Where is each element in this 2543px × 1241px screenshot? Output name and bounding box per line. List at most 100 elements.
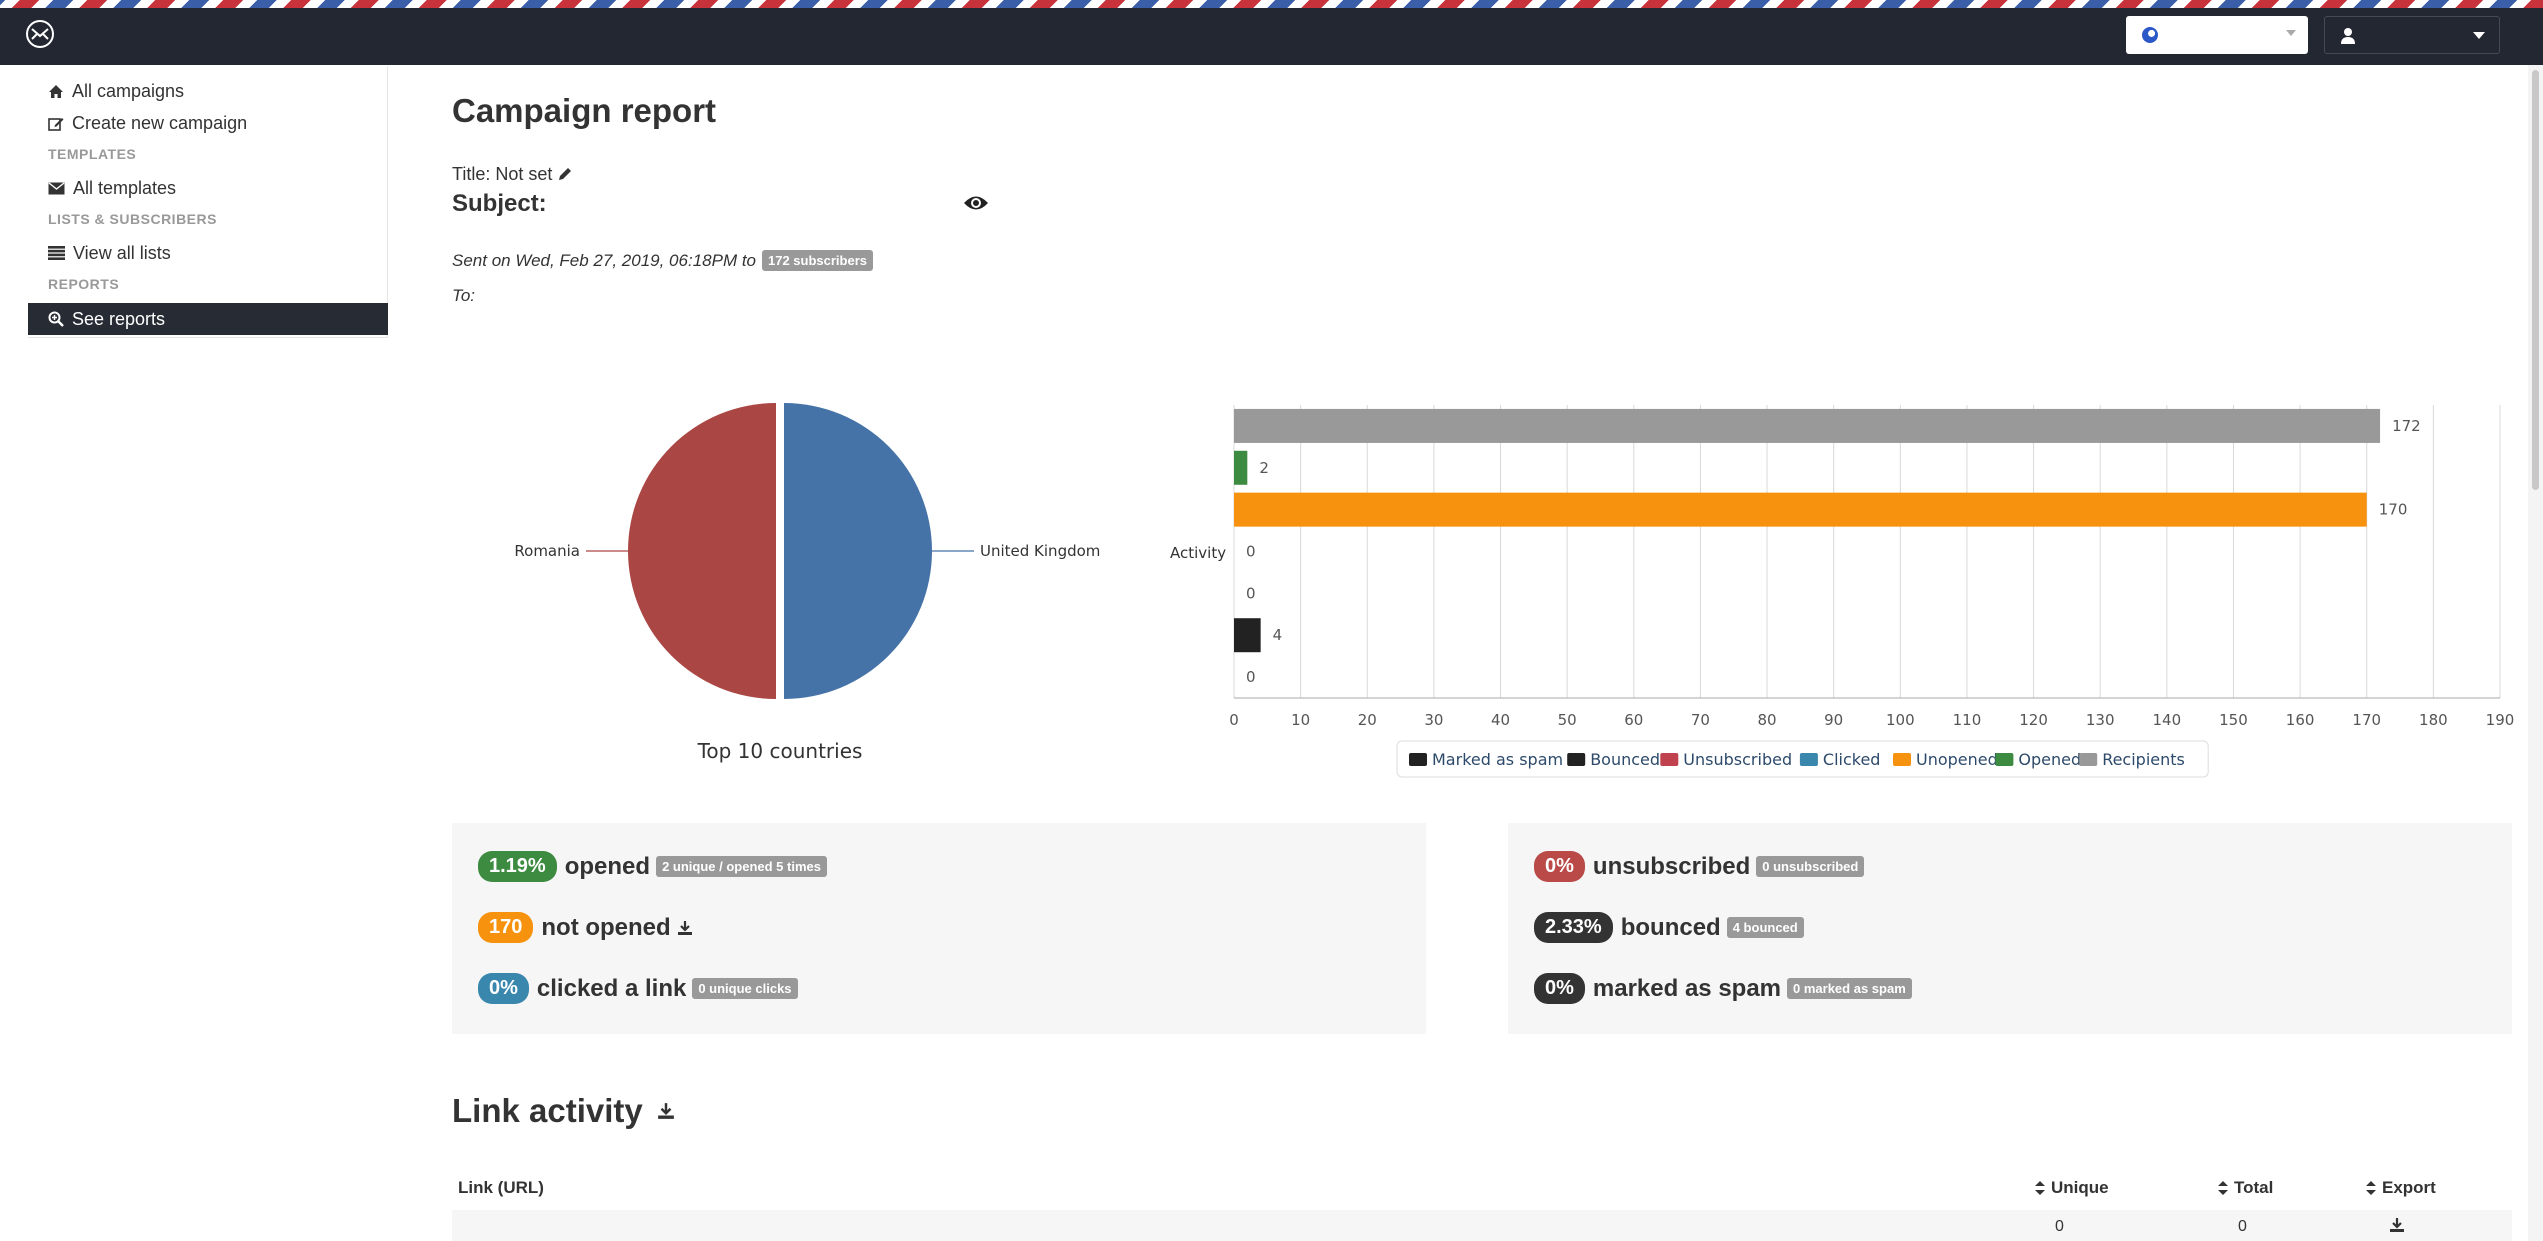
not-opened-label: not opened [541, 913, 671, 941]
globe-icon [2142, 27, 2158, 43]
pie-slice[interactable] [784, 403, 932, 699]
bounced-label: bounced [1620, 913, 1721, 941]
sidebar-header-lists: LISTS & SUBSCRIBERS [48, 211, 217, 227]
download-icon[interactable] [677, 920, 693, 936]
sidebar-item-see-reports[interactable]: See reports [28, 303, 388, 335]
x-tick-label: 120 [2019, 711, 2048, 729]
pie-slice[interactable] [628, 403, 776, 699]
column-header-export[interactable]: Export [2366, 1178, 2436, 1198]
x-tick-label: 150 [2219, 711, 2248, 729]
eye-icon[interactable] [963, 194, 989, 212]
x-tick-label: 40 [1491, 711, 1510, 729]
bounced-badge: 4 bounced [1726, 917, 1804, 938]
spam-badge: 0 marked as spam [1787, 978, 1912, 999]
to-recipients: To: [452, 286, 476, 305]
legend-item[interactable]: Clicked [1823, 750, 1881, 769]
scrollbar-thumb[interactable] [2532, 70, 2539, 490]
table-row: 0 0 [452, 1210, 2512, 1241]
sidebar-item-label: See reports [72, 308, 166, 329]
legend-item[interactable]: Unsubscribed [1683, 750, 1792, 769]
opened-badge: 2 unique / opened 5 times [656, 856, 827, 877]
x-tick-label: 160 [2286, 711, 2315, 729]
user-icon [2341, 28, 2355, 44]
bar-recipients[interactable] [1234, 408, 2381, 443]
unsubscribed-badge: 0 unsubscribed [1756, 856, 1865, 877]
x-tick-label: 140 [2153, 711, 2182, 729]
campaign-title: Title: Not set [452, 164, 572, 185]
legend-swatch [1893, 753, 1911, 766]
envelope-icon [48, 181, 65, 194]
sidebar-item-label: Create new campaign [72, 112, 248, 133]
x-tick-label: 100 [1886, 711, 1915, 729]
bar-unopened[interactable] [1234, 492, 2367, 527]
bar-value-label: 0 [1246, 543, 1256, 561]
download-icon[interactable] [2389, 1217, 2405, 1233]
search-icon [48, 311, 64, 327]
clicked-badge: 0 unique clicks [692, 978, 798, 999]
sidebar-item-label: All campaigns [72, 80, 185, 101]
link-activity-heading: Link activity [452, 1092, 675, 1130]
legend-item[interactable]: Recipients [2102, 750, 2185, 769]
sidebar-item-all-campaigns[interactable]: All campaigns [28, 75, 388, 107]
clicked-rate-pill: 0% [478, 973, 529, 1004]
legend-item[interactable]: Bounced [1590, 750, 1660, 769]
stat-opened: 1.19% opened 2 unique / opened 5 times [478, 851, 827, 882]
bounced-rate-pill: 2.33% [1534, 912, 1613, 943]
top-navbar [0, 0, 2543, 65]
pie-chart-title: Top 10 countries [697, 739, 863, 763]
spam-rate-pill: 0% [1534, 973, 1585, 1004]
total-count-cell: 0 [2238, 1218, 2247, 1235]
x-tick-label: 130 [2086, 711, 2115, 729]
bar-value-label: 0 [1246, 584, 1256, 602]
bar-value-label: 2 [1259, 459, 1269, 477]
download-icon[interactable] [657, 1102, 675, 1120]
pie-slice-label: United Kingdom [980, 542, 1100, 560]
sort-icon [2218, 1181, 2228, 1195]
sidebar-item-label: All templates [73, 177, 177, 198]
pie-slice-label: Romania [514, 542, 580, 560]
sidebar-item-label: View all lists [73, 242, 171, 263]
clicked-label: clicked a link [536, 974, 687, 1002]
language-select[interactable] [2126, 16, 2308, 54]
sidebar-item-view-lists[interactable]: View all lists [28, 237, 388, 269]
column-header-total[interactable]: Total [2218, 1178, 2273, 1198]
pencil-icon[interactable] [557, 167, 572, 182]
link-activity-title: Link activity [452, 1092, 643, 1129]
app-logo-icon[interactable] [26, 20, 54, 48]
bar-opened[interactable] [1234, 450, 1248, 485]
legend-item[interactable]: Unopened [1916, 750, 1998, 769]
home-icon [49, 84, 63, 98]
sidebar-header-templates: TEMPLATES [48, 146, 137, 162]
column-header-unique[interactable]: Unique [2035, 1178, 2109, 1198]
bar-bounced[interactable] [1234, 618, 1261, 653]
legend-item[interactable]: Opened [2018, 750, 2081, 769]
page-scrollbar[interactable] [2528, 65, 2543, 1241]
stat-not-opened: 170 not opened [478, 912, 693, 943]
edit-icon [48, 117, 64, 131]
opened-label: opened [564, 852, 651, 880]
x-tick-label: 80 [1758, 711, 1777, 729]
opened-rate-pill: 1.19% [478, 851, 557, 882]
legend-swatch [1409, 753, 1427, 766]
sidebar-item-all-templates[interactable]: All templates [28, 172, 388, 204]
y-axis-category-label: Activity [1170, 544, 1226, 562]
bar-value-label: 172 [2392, 417, 2421, 435]
stat-unsubscribed: 0% unsubscribed 0 unsubscribed [1534, 851, 1865, 882]
user-menu-button[interactable] [2324, 16, 2500, 54]
sort-icon [2366, 1181, 2376, 1195]
bar-value-label: 0 [1246, 668, 1256, 686]
not-opened-pill: 170 [478, 912, 534, 943]
legend-swatch [2079, 753, 2098, 766]
legend-item[interactable]: Marked as spam [1432, 750, 1563, 769]
legend-swatch [1567, 753, 1586, 766]
page-title: Campaign report [452, 92, 717, 129]
airmail-stripe [0, 0, 2543, 8]
spam-label: marked as spam [1592, 974, 1782, 1002]
sidebar-item-create-campaign[interactable]: Create new campaign [28, 107, 388, 139]
x-tick-label: 20 [1358, 711, 1377, 729]
subscribers-badge[interactable]: 172 subscribers [762, 250, 874, 271]
x-tick-label: 60 [1624, 711, 1643, 729]
campaign-subject: Subject: [452, 190, 547, 217]
column-header-url[interactable]: Link (URL) [458, 1178, 544, 1197]
